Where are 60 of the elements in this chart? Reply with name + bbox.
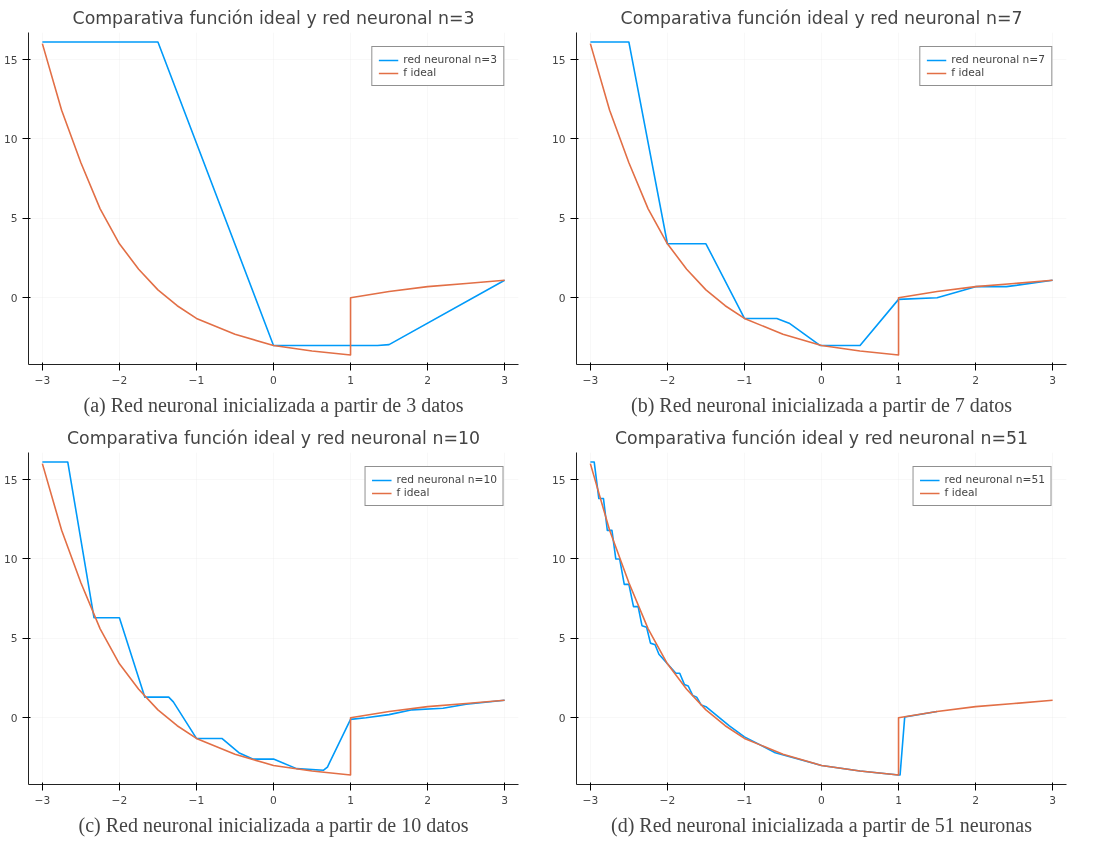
- legend-label: red neuronal n=51: [944, 473, 1045, 486]
- x-tick-label: −1: [736, 793, 753, 807]
- x-tick-label: 2: [972, 373, 979, 387]
- text: (a) Red neuronal inicializada a partir de 3 datos: [83, 393, 464, 417]
- text: (b) Red neuronal inicializada a partir de 7 datos: [631, 393, 1013, 417]
- x-tick-label: 0: [270, 373, 278, 387]
- x-tick-label: 3: [501, 793, 509, 807]
- legend-label: f ideal: [403, 66, 437, 79]
- legend-label: red neuronal n=7: [951, 53, 1045, 66]
- y-tick-label: 10: [551, 552, 566, 566]
- x-tick-label: −1: [188, 373, 205, 387]
- text: (d) Red neuronal inicializada a partir de 51 neuronas: [611, 813, 1033, 837]
- y-tick-label: 10: [3, 552, 18, 566]
- x-tick-label: −2: [659, 793, 676, 807]
- y-tick-label: 0: [558, 291, 566, 305]
- legend-label: f ideal: [396, 486, 430, 499]
- y-tick-label: 15: [551, 473, 566, 487]
- y-tick-label: 15: [3, 53, 18, 67]
- y-tick-label: 15: [3, 473, 18, 487]
- x-tick-label: −3: [582, 373, 599, 387]
- x-tick-label: −2: [111, 373, 128, 387]
- y-tick-label: 5: [10, 212, 18, 226]
- x-tick-label: −2: [659, 373, 676, 387]
- chart-title: Comparativa función ideal y red neuronal n=51: [615, 427, 1028, 448]
- chart-title: Comparativa función ideal y red neuronal n=7: [620, 7, 1023, 28]
- y-tick-label: 15: [551, 53, 566, 67]
- x-tick-label: 2: [972, 793, 979, 807]
- x-tick-label: 2: [424, 373, 431, 387]
- y-tick-label: 10: [3, 132, 18, 146]
- x-tick-label: −3: [582, 793, 599, 807]
- y-tick-label: 10: [551, 132, 566, 146]
- y-tick-label: 0: [10, 291, 18, 305]
- x-tick-label: 3: [1049, 373, 1057, 387]
- x-tick-label: 1: [895, 373, 902, 387]
- y-tick-label: 0: [10, 711, 18, 725]
- y-tick-label: 5: [558, 632, 566, 646]
- x-tick-label: 2: [424, 793, 431, 807]
- legend-label: red neuronal n=3: [403, 53, 497, 66]
- x-tick-label: 1: [347, 373, 354, 387]
- x-tick-label: 1: [895, 793, 902, 807]
- legend-label: red neuronal n=10: [396, 473, 497, 486]
- x-tick-label: −1: [188, 793, 205, 807]
- x-tick-label: −2: [111, 793, 128, 807]
- y-tick-label: 0: [558, 711, 566, 725]
- x-tick-label: −3: [34, 793, 51, 807]
- y-tick-label: 5: [558, 212, 566, 226]
- x-tick-label: −3: [34, 373, 51, 387]
- x-tick-label: 3: [501, 373, 509, 387]
- x-tick-label: 1: [347, 793, 354, 807]
- legend-label: f ideal: [944, 486, 978, 499]
- legend-label: f ideal: [951, 66, 985, 79]
- chart-title: Comparativa función ideal y red neuronal n=10: [67, 427, 480, 448]
- x-tick-label: 3: [1049, 793, 1057, 807]
- x-tick-label: 0: [818, 793, 826, 807]
- chart-title: Comparativa función ideal y red neuronal n=3: [72, 7, 475, 28]
- x-tick-label: −1: [736, 373, 753, 387]
- x-tick-label: 0: [818, 373, 826, 387]
- x-tick-label: 0: [270, 793, 278, 807]
- y-tick-label: 5: [10, 632, 18, 646]
- text: (c) Red neuronal inicializada a partir de 10 datos: [78, 813, 469, 837]
